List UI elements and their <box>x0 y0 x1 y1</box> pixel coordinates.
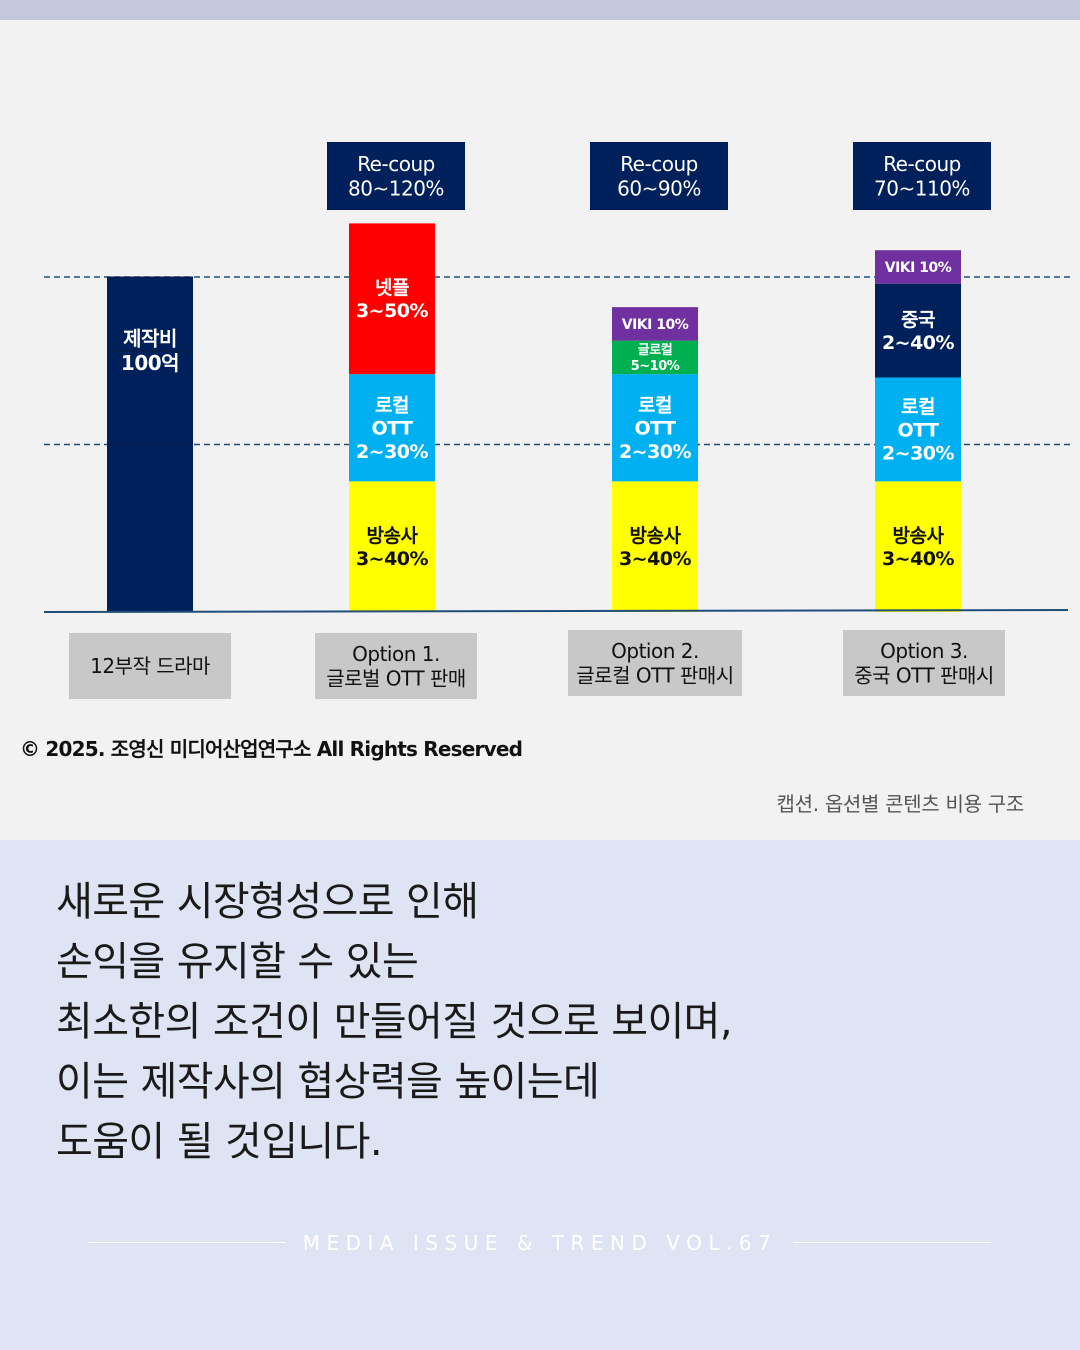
bar-segment <box>612 481 698 612</box>
footer-rule-left <box>88 1242 286 1243</box>
bar-segment-label: 방송사 3~40% <box>882 525 955 570</box>
bar-segment <box>349 374 435 482</box>
bar-segment <box>875 481 961 612</box>
x-axis-line <box>43 609 1069 613</box>
bar-segment-label: 로컬 OTT 2~30% <box>356 394 429 462</box>
bar-segment <box>349 223 435 375</box>
recoup-box <box>853 142 991 210</box>
footer-label: MEDIA ISSUE & TREND VOL.67 <box>302 1231 778 1255</box>
bar-segment <box>612 374 698 482</box>
top-strip <box>0 0 1080 20</box>
bar-segment <box>875 250 961 284</box>
footer-rule-right <box>793 1242 991 1243</box>
bar-segment <box>875 283 961 378</box>
figure-caption: 캡션. 옵션별 콘텐츠 비용 구조 <box>776 792 1025 816</box>
bar-segment <box>349 481 435 612</box>
bar-segment-label: 방송사 3~40% <box>356 525 429 570</box>
category-label: Option 3. 중국 OTT 판매시 <box>854 639 994 687</box>
recoup-label: Re-coup 60~90% <box>617 152 701 200</box>
bar-segment-label: VIKI 10% <box>622 317 689 333</box>
recoup-label: Re-coup 70~110% <box>874 152 970 200</box>
category-box <box>315 633 477 699</box>
category-box <box>568 630 742 696</box>
bar-segment-label: 방송사 3~40% <box>619 525 692 570</box>
body-line: 최소한의 조건이 만들어질 것으로 보이며, <box>56 999 733 1045</box>
category-box <box>843 630 1005 696</box>
category-label: Option 2. 글로컬 OTT 판매시 <box>576 639 733 687</box>
bar-segment <box>875 377 961 482</box>
bar-segment-label: 넷플 3~50% <box>356 277 429 322</box>
bar-segment-label: VIKI 10% <box>885 260 952 276</box>
bar-segment-label: 로컬 OTT 2~30% <box>882 396 955 464</box>
copyright-notice: © 2025. 조영신 미디어산업연구소 All Rights Reserved <box>20 737 523 761</box>
bar-segment-label: 글로컬 5~10% <box>631 343 680 374</box>
category-label: Option 1. 글로벌 OTT 판매 <box>326 642 466 690</box>
recoup-box <box>327 142 465 210</box>
bar-segment-label: 중국 2~40% <box>882 309 955 354</box>
body-line: 도움이 될 것입니다. <box>56 1119 383 1165</box>
body-line: 이는 제작사의 협상력을 높이는데 <box>56 1059 600 1105</box>
bar-segment <box>612 340 698 375</box>
body-text: 새로운 시장형성으로 인해 손익을 유지할 수 있는 최소한의 조건이 만들어질… <box>56 872 1036 1172</box>
category-box <box>69 633 231 699</box>
bar-segment-label: 로컬 OTT 2~30% <box>619 394 692 462</box>
bar-segment <box>612 307 698 341</box>
category-label: 12부작 드라마 <box>90 654 210 678</box>
recoup-box <box>590 142 728 210</box>
production-cost-label: 제작비 100억 <box>121 327 179 375</box>
body-line: 새로운 시장형성으로 인해 <box>56 879 479 925</box>
recoup-label: Re-coup 80~120% <box>348 152 444 200</box>
body-line: 손익을 유지할 수 있는 <box>56 939 419 985</box>
